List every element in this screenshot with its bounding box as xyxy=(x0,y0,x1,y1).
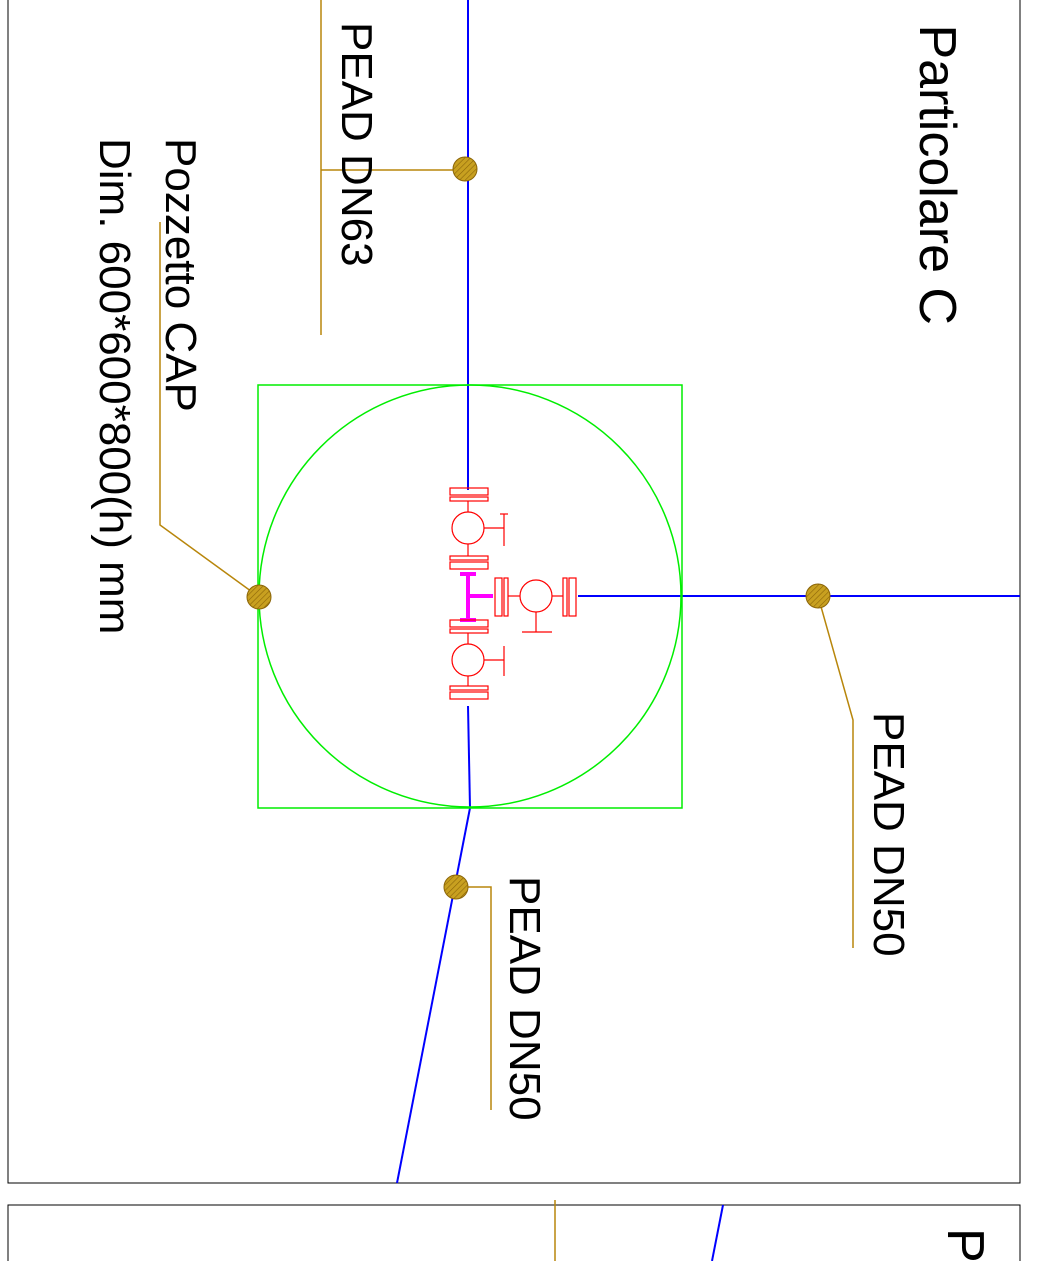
detail-frame xyxy=(7,0,1021,1184)
leader-dots xyxy=(246,156,831,900)
pipe-dn50-bottom-inner xyxy=(467,705,471,809)
valve-top xyxy=(449,487,508,570)
valve-bottom xyxy=(449,619,505,700)
label-pead-dn50-bottom: PEAD DN50 xyxy=(500,876,549,1121)
leader-dn50-right xyxy=(817,595,854,948)
leader-pozzetto xyxy=(159,222,260,598)
pipe-next-detail xyxy=(711,1204,724,1261)
valve-side xyxy=(494,577,577,633)
pipe-dn50-bottom xyxy=(396,807,471,1184)
leader-dn50-bottom xyxy=(456,886,492,1110)
dot-dn50-right xyxy=(805,583,831,609)
next-detail-title-fragment: P xyxy=(936,1228,994,1261)
label-pozzetto-name: Pozzetto CAP xyxy=(156,138,205,412)
next-detail-frame xyxy=(7,1204,1021,1261)
valve-group xyxy=(449,487,577,700)
detail-title: Particolare C xyxy=(908,24,966,325)
leader-lines xyxy=(159,0,854,1261)
label-pozzetto-dims: Dim. 600*600*800(h) mm xyxy=(90,138,139,634)
dot-pozzetto xyxy=(246,584,272,610)
dot-dn63 xyxy=(452,156,478,182)
pipe-network xyxy=(396,0,1020,1261)
dot-dn50-bottom xyxy=(443,874,469,900)
tee-fitting xyxy=(460,572,493,622)
label-pead-dn50-right: PEAD DN50 xyxy=(864,712,913,957)
label-pead-dn63: PEAD DN63 xyxy=(332,22,381,267)
